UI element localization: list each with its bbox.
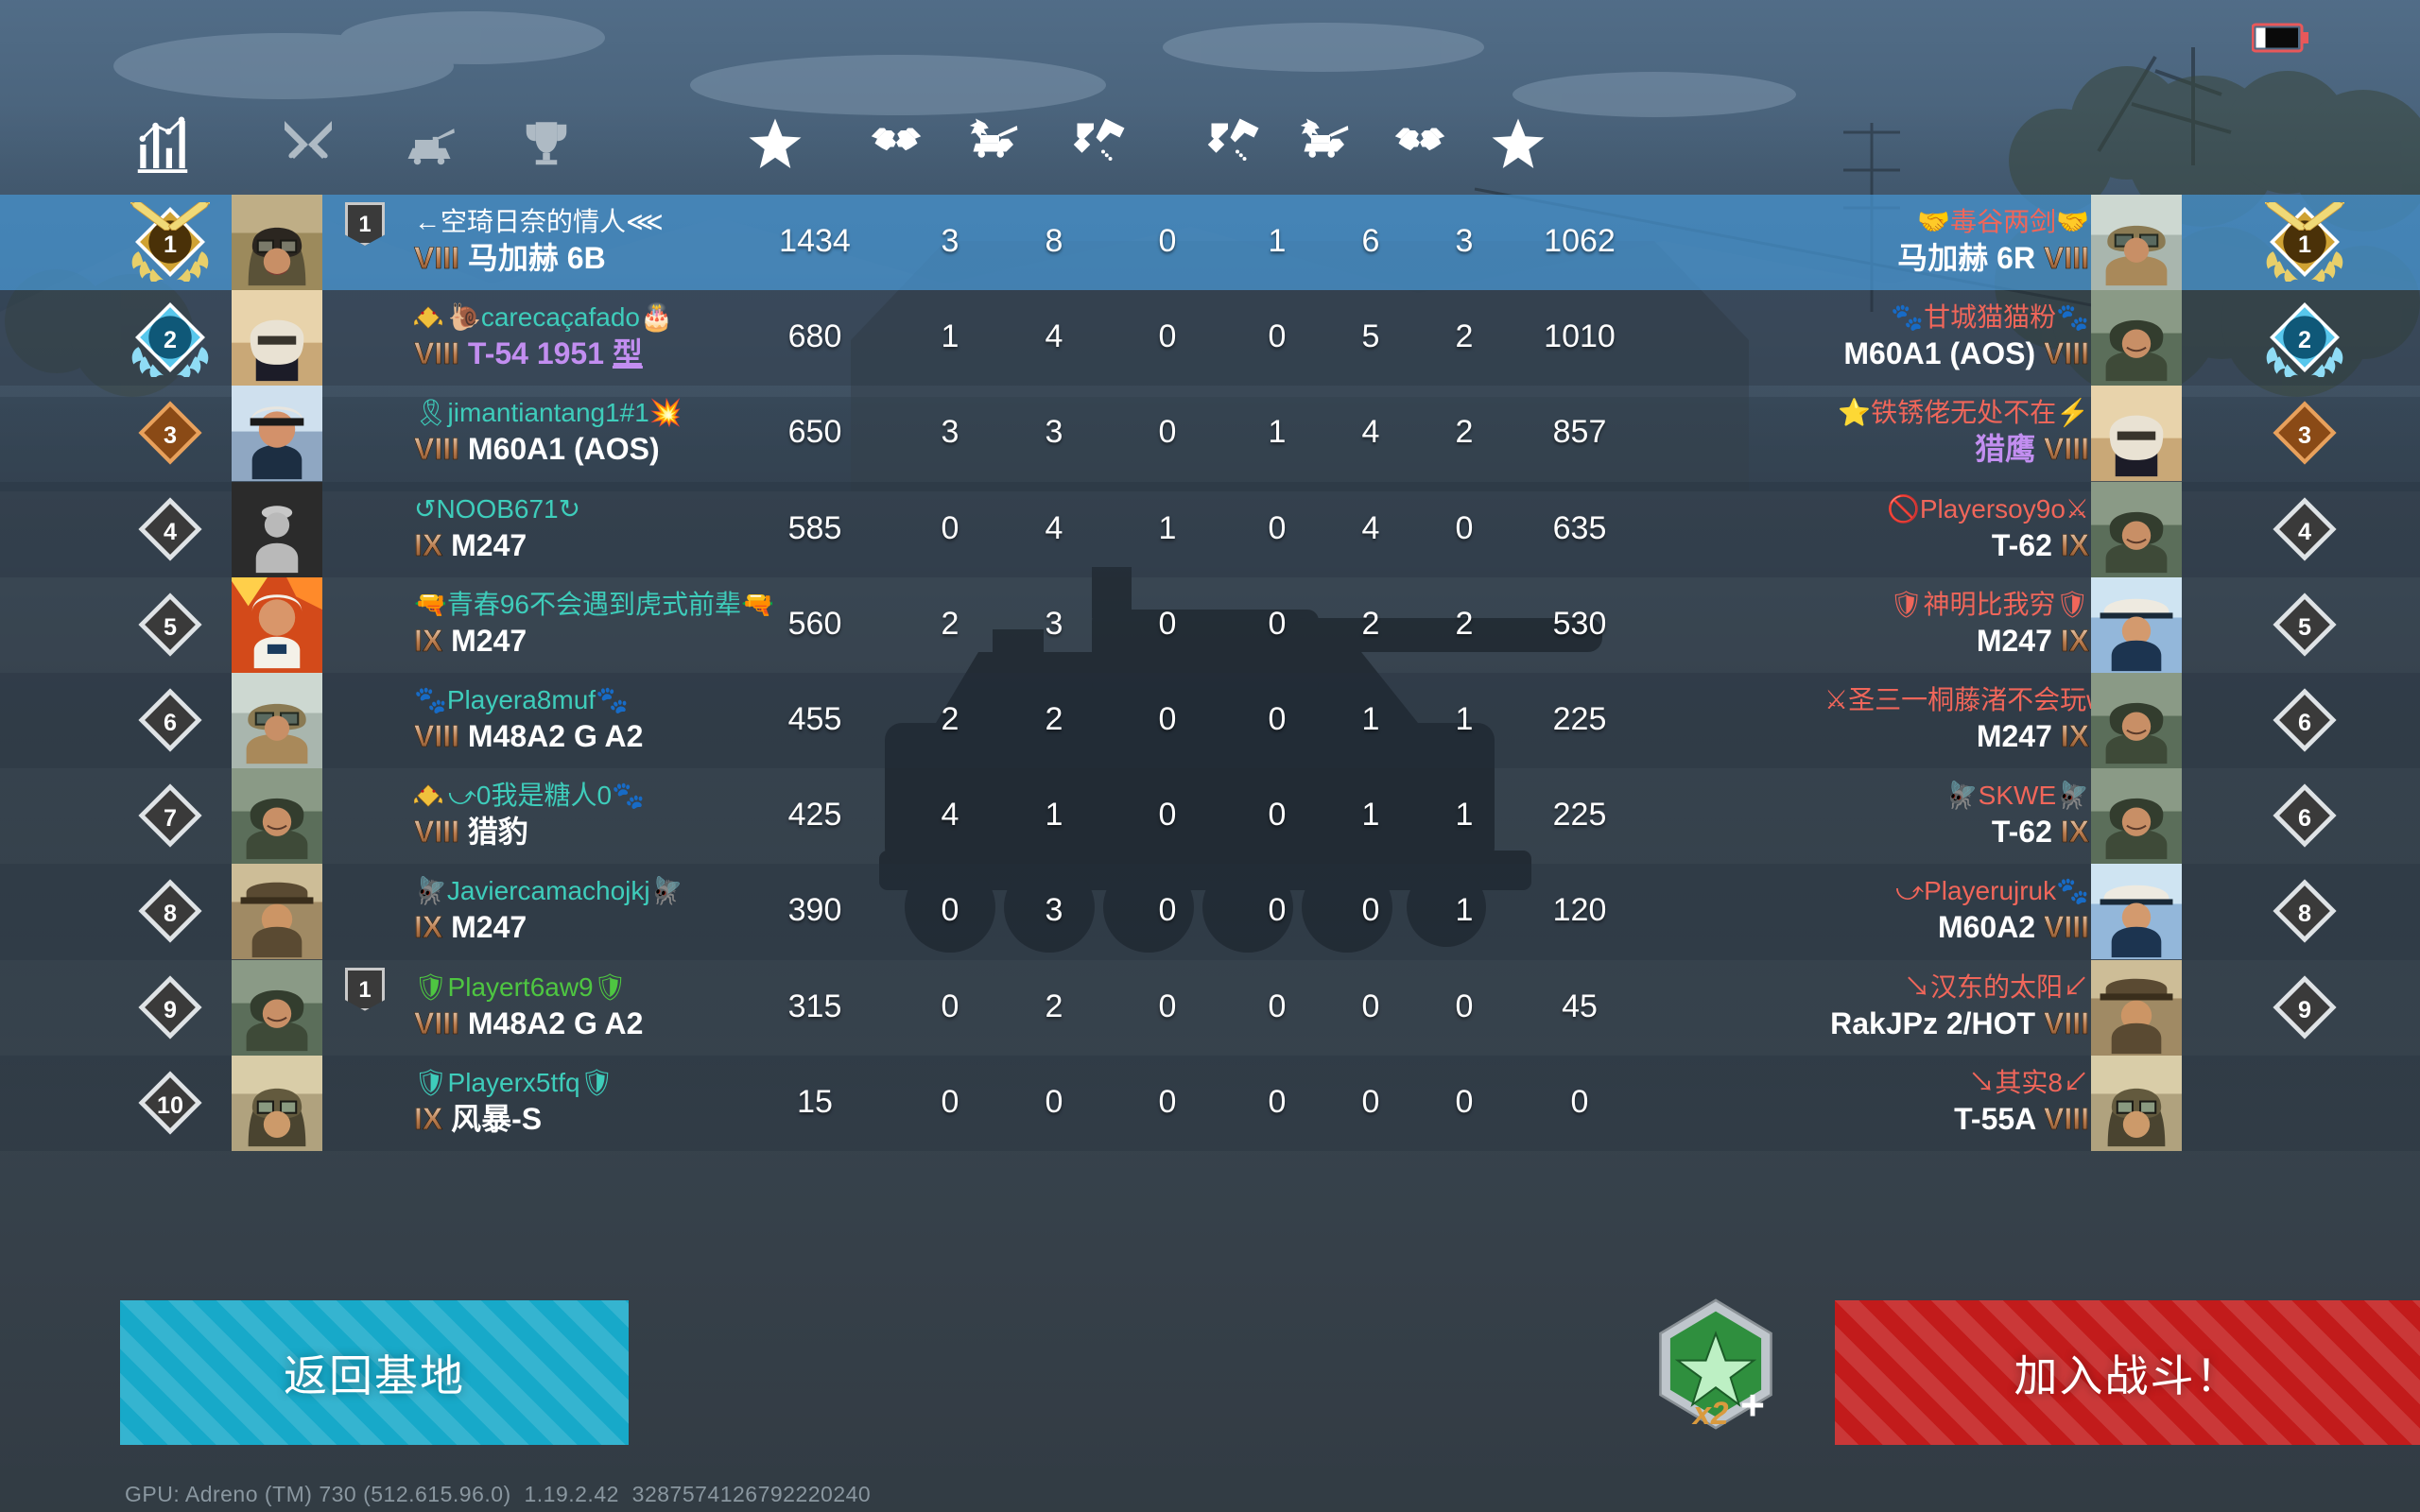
svg-text:1: 1	[2298, 232, 2311, 258]
svg-text:6: 6	[164, 710, 177, 736]
svg-text:3: 3	[2298, 422, 2311, 449]
svg-text:9: 9	[164, 997, 177, 1023]
svg-text:5: 5	[2298, 614, 2311, 641]
svg-text:2: 2	[164, 327, 177, 353]
svg-text:x2: x2	[1691, 1396, 1729, 1432]
svg-text:8: 8	[164, 901, 177, 927]
svg-text:4: 4	[164, 519, 177, 545]
svg-text:1: 1	[164, 232, 177, 258]
svg-text:6: 6	[2298, 710, 2311, 736]
svg-text:9: 9	[2298, 997, 2311, 1023]
svg-text:6: 6	[2298, 805, 2311, 832]
svg-text:3: 3	[164, 422, 177, 449]
svg-text:10: 10	[157, 1092, 183, 1119]
svg-text:7: 7	[164, 805, 177, 832]
svg-text:5: 5	[164, 614, 177, 641]
svg-text:2: 2	[2298, 327, 2311, 353]
svg-text:+: +	[1740, 1383, 1765, 1429]
svg-text:8: 8	[2298, 901, 2311, 927]
svg-text:4: 4	[2298, 519, 2311, 545]
